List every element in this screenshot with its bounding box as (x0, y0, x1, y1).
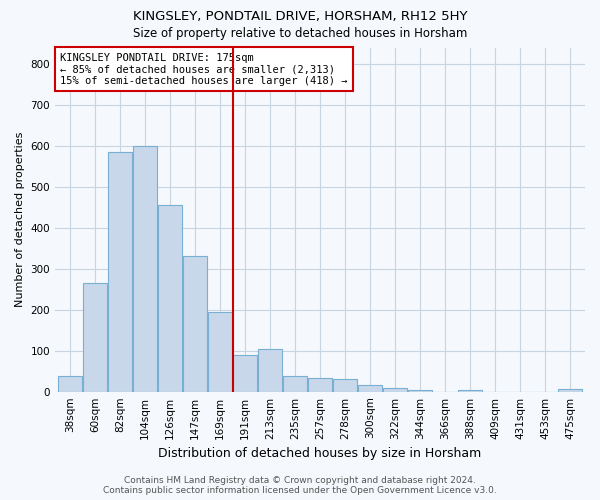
Text: Contains HM Land Registry data © Crown copyright and database right 2024.
Contai: Contains HM Land Registry data © Crown c… (103, 476, 497, 495)
Bar (83, 283, 107, 392)
Y-axis label: Number of detached properties: Number of detached properties (15, 132, 25, 308)
Bar (133, 146, 157, 392)
Bar (58, 376, 82, 392)
Text: KINGSLEY PONDTAIL DRIVE: 175sqm
← 85% of detached houses are smaller (2,313)
15%: KINGSLEY PONDTAIL DRIVE: 175sqm ← 85% of… (61, 52, 348, 86)
Bar (108, 152, 132, 392)
Bar (333, 378, 357, 392)
X-axis label: Distribution of detached houses by size in Horsham: Distribution of detached houses by size … (158, 447, 482, 460)
Bar (558, 389, 582, 392)
Bar (158, 205, 182, 392)
Bar (308, 378, 332, 392)
Bar (183, 256, 207, 392)
Bar (208, 312, 232, 392)
Bar (383, 388, 407, 392)
Bar (258, 350, 282, 392)
Bar (408, 390, 432, 392)
Bar (358, 384, 382, 392)
Text: Size of property relative to detached houses in Horsham: Size of property relative to detached ho… (133, 28, 467, 40)
Bar (283, 376, 307, 392)
Bar (233, 355, 257, 392)
Bar (458, 390, 482, 392)
Text: KINGSLEY, PONDTAIL DRIVE, HORSHAM, RH12 5HY: KINGSLEY, PONDTAIL DRIVE, HORSHAM, RH12 … (133, 10, 467, 23)
